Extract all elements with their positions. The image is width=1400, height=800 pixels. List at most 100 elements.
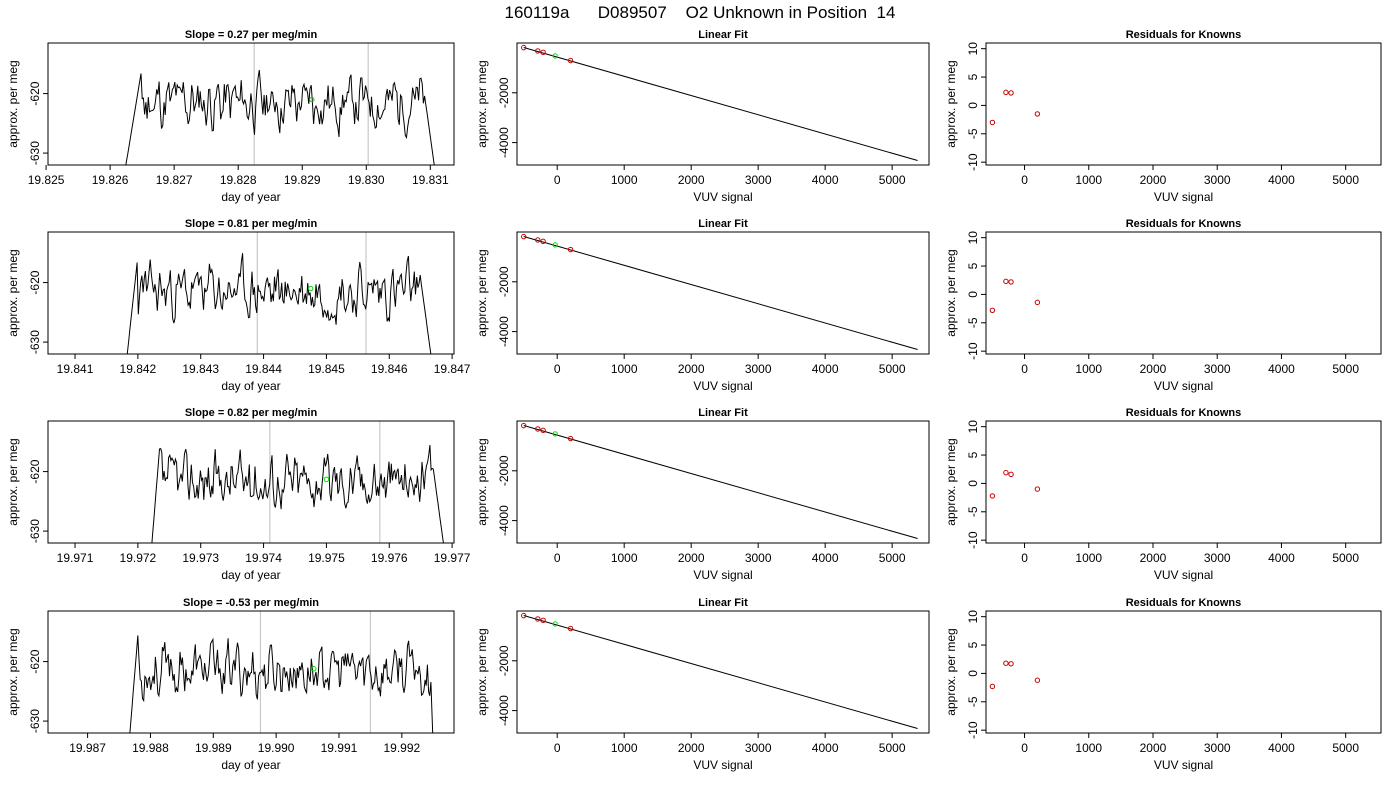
y-tick-label: -630 — [28, 519, 42, 543]
x-axis-label: VUV signal — [693, 379, 752, 393]
panel-title: Slope = -0.53 per meg/min — [183, 597, 319, 609]
y-axis-label: approx. per meg — [475, 438, 489, 525]
y-tick-label: 10 — [966, 42, 980, 56]
panel-time-series-row-1: Slope = 0.27 per meg/min 19.825 19.826 19.8… — [6, 29, 455, 204]
unknown-point — [552, 53, 558, 59]
page-title: 160119a D089507 O2 Unknown in Position 1… — [505, 3, 896, 22]
panel-residuals-row-2: Residuals for Knowns 0 1000 2000 3000 4000 500… — [944, 218, 1382, 393]
y-tick-label: -620 — [28, 81, 42, 105]
panel-linear-fit-row-1: Linear Fit 0 1000 2000 3000 4000 5000 -2000 -400… — [475, 29, 930, 204]
panel-title: Slope = 0.82 per meg/min — [185, 407, 318, 419]
x-tick-label: 5000 — [1332, 173, 1359, 187]
x-tick-label: 5000 — [879, 551, 906, 565]
x-tick-label: 2000 — [678, 551, 705, 565]
x-tick-label: 3000 — [745, 551, 772, 565]
residual-point — [1008, 279, 1014, 285]
known-point — [567, 246, 574, 253]
x-tick-label: 1000 — [1075, 551, 1102, 565]
x-tick-label: 1000 — [611, 741, 638, 755]
residual-point — [1003, 469, 1009, 476]
panel-linear-fit-row-2: Linear Fit 0 1000 2000 3000 4000 5000 -2000 -400… — [475, 218, 930, 393]
fit-line — [523, 47, 918, 161]
y-tick-label: -5 — [966, 128, 980, 139]
x-tick-label: 19.843 — [182, 362, 219, 376]
x-tick-label: 4000 — [1268, 173, 1295, 187]
known-point — [567, 57, 574, 64]
x-tick-label: 1000 — [611, 362, 638, 376]
y-tick-label: 5 — [966, 73, 980, 80]
x-tick-label: 19.987 — [69, 741, 106, 755]
panel-title: Residuals for Knowns — [1126, 407, 1242, 419]
residual-point — [989, 307, 996, 314]
x-tick-label: 1000 — [1075, 173, 1102, 187]
y-tick-label: 0 — [966, 480, 980, 487]
unknown-point — [309, 96, 315, 103]
y-axis-label: approx. per meg — [6, 438, 20, 525]
x-tick-label: 19.973 — [182, 551, 219, 565]
y-tick-label: -4000 — [497, 695, 511, 726]
x-axis-label: VUV signal — [693, 568, 752, 582]
plot-frame — [516, 610, 930, 734]
residual-point — [1008, 90, 1014, 96]
y-tick-label: -630 — [28, 709, 42, 733]
x-tick-label: 19.991 — [321, 741, 358, 755]
residual-point — [1003, 660, 1009, 666]
x-tick-label: 2000 — [678, 362, 705, 376]
x-tick-label: 5000 — [879, 362, 906, 376]
plot-area — [989, 89, 1041, 126]
x-tick-label: 2000 — [1140, 551, 1167, 565]
x-tick-label: 0 — [1021, 551, 1028, 565]
known-point — [535, 616, 541, 622]
y-axis-label: approx. per meg — [475, 60, 489, 147]
y-tick-label: -5 — [966, 506, 980, 517]
signal-trace — [125, 69, 435, 165]
fit-line — [523, 615, 918, 729]
x-tick-label: 0 — [1021, 173, 1028, 187]
panel-title: Linear Fit — [698, 597, 748, 609]
x-tick-label: 19.989 — [195, 741, 232, 755]
y-tick-label: 0 — [966, 291, 980, 298]
y-tick-label: -5 — [966, 317, 980, 328]
known-point — [540, 427, 546, 434]
residual-point — [1034, 299, 1041, 306]
y-tick-label: -2000 — [497, 645, 511, 676]
y-tick-label: -620 — [28, 459, 42, 483]
x-tick-label: 19.974 — [245, 551, 282, 565]
panel-title: Linear Fit — [698, 29, 748, 41]
x-tick-label: 19.844 — [245, 362, 282, 376]
x-tick-label: 19.988 — [132, 741, 169, 755]
y-tick-label: 10 — [966, 231, 980, 245]
y-tick-label: -10 — [966, 153, 980, 171]
y-axis-label: approx. per meg — [944, 60, 958, 147]
x-tick-label: 1000 — [1075, 362, 1102, 376]
x-tick-label: 19.972 — [120, 551, 157, 565]
residual-point — [1008, 661, 1014, 667]
panel-title: Slope = 0.81 per meg/min — [185, 218, 318, 230]
residual-point — [1003, 89, 1009, 96]
x-tick-label: 19.976 — [371, 551, 408, 565]
plot-area — [520, 44, 918, 161]
x-tick-label: 19.990 — [258, 741, 295, 755]
plot-area — [520, 233, 918, 350]
x-tick-label: 3000 — [745, 362, 772, 376]
x-tick-label: 19.826 — [92, 173, 129, 187]
plot-area — [125, 43, 435, 165]
plot-area — [129, 611, 434, 733]
y-tick-label: -2000 — [497, 455, 511, 486]
plot-frame — [516, 231, 930, 355]
x-tick-label: 19.827 — [156, 173, 193, 187]
y-tick-label: -2000 — [497, 77, 511, 108]
x-tick-label: 0 — [554, 741, 561, 755]
residual-point — [1034, 486, 1041, 492]
x-tick-label: 1000 — [611, 173, 638, 187]
x-tick-label: 19.830 — [348, 173, 385, 187]
x-tick-label: 4000 — [812, 551, 839, 565]
panel-title: Residuals for Knowns — [1126, 29, 1242, 41]
x-tick-label: 3000 — [745, 173, 772, 187]
panels-grid: Slope = 0.27 per meg/min 19.825 19.826 19.8… — [6, 29, 1382, 772]
y-tick-label: -620 — [28, 649, 42, 673]
y-tick-label: 10 — [966, 610, 980, 624]
x-tick-label: 0 — [554, 362, 561, 376]
plot-area — [126, 232, 432, 354]
